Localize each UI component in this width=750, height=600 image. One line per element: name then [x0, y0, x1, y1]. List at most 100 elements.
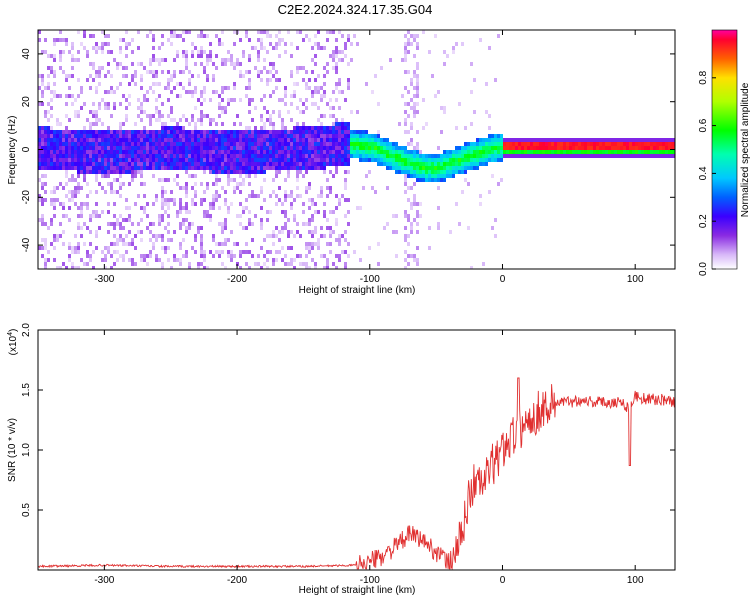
heatmap-cell	[254, 174, 257, 178]
heatmap-cell	[551, 154, 554, 158]
heatmap-cell	[407, 150, 410, 154]
heatmap-cell	[404, 238, 407, 242]
heatmap-cell	[152, 54, 155, 58]
heatmap-cell	[296, 126, 299, 130]
heatmap-cell	[284, 254, 287, 258]
heatmap-cell	[506, 154, 509, 158]
heatmap-cell	[302, 134, 305, 138]
heatmap-cell	[38, 30, 41, 34]
heatmap-cell	[308, 78, 311, 82]
heatmap-cell	[338, 238, 341, 242]
heatmap-cell	[89, 110, 92, 114]
heatmap-cell	[275, 134, 278, 138]
heatmap-cell	[644, 154, 647, 158]
heatmap-cell	[305, 266, 308, 269]
heatmap-cell	[296, 174, 299, 178]
heatmap-cell	[410, 98, 413, 102]
heatmap-cell	[44, 126, 47, 130]
heatmap-cell	[185, 30, 188, 34]
heatmap-cell	[38, 74, 41, 78]
heatmap-cell	[50, 158, 53, 162]
heatmap-cell	[437, 222, 440, 226]
heatmap-cell	[500, 134, 503, 138]
heatmap-cell	[341, 150, 344, 154]
heatmap-cell	[104, 134, 107, 138]
heatmap-cell	[521, 138, 524, 142]
heatmap-cell	[269, 62, 272, 66]
heatmap-cell	[185, 146, 188, 150]
heatmap-cell	[110, 170, 113, 174]
heatmap-cell	[140, 78, 143, 82]
heatmap-cell	[407, 166, 410, 170]
heatmap-cell	[119, 134, 122, 138]
heatmap-cell	[140, 158, 143, 162]
heatmap-cell	[98, 102, 101, 106]
heatmap-cell	[647, 150, 650, 154]
heatmap-cell	[119, 182, 122, 186]
heatmap-cell	[143, 146, 146, 150]
heatmap-cell	[185, 50, 188, 54]
heatmap-cell	[326, 30, 329, 34]
heatmap-cell	[563, 154, 566, 158]
heatmap-cell	[152, 242, 155, 246]
heatmap-cell	[350, 146, 353, 150]
heatmap-cell	[44, 162, 47, 166]
heatmap-cell	[518, 142, 521, 146]
heatmap-cell	[218, 250, 221, 254]
heatmap-cell	[179, 94, 182, 98]
heatmap-cell	[326, 142, 329, 146]
heatmap-cell	[413, 106, 416, 110]
heatmap-cell	[134, 174, 137, 178]
heatmap-cell	[404, 34, 407, 38]
heatmap-cell	[146, 90, 149, 94]
heatmap-cell	[98, 226, 101, 230]
heatmap-cell	[71, 198, 74, 202]
heatmap-cell	[413, 102, 416, 106]
heatmap-cell	[158, 118, 161, 122]
heatmap-cell	[311, 166, 314, 170]
heatmap-cell	[203, 66, 206, 70]
heatmap-cell	[305, 146, 308, 150]
heatmap-cell	[221, 98, 224, 102]
heatmap-cell	[248, 138, 251, 142]
heatmap-cell	[218, 166, 221, 170]
heatmap-cell	[119, 162, 122, 166]
heatmap-cell	[224, 150, 227, 154]
heatmap-cell	[53, 58, 56, 62]
heatmap-cell	[170, 126, 173, 130]
heatmap-cell	[365, 146, 368, 150]
heatmap-cell	[443, 158, 446, 162]
heatmap-cell	[347, 158, 350, 162]
heatmap-cell	[224, 238, 227, 242]
heatmap-cell	[158, 142, 161, 146]
heatmap-cell	[146, 138, 149, 142]
heatmap-cell	[395, 166, 398, 170]
heatmap-cell	[98, 170, 101, 174]
heatmap-cell	[353, 34, 356, 38]
heatmap-cell	[389, 166, 392, 170]
heatmap-cell	[236, 134, 239, 138]
heatmap-cell	[221, 186, 224, 190]
heatmap-cell	[50, 198, 53, 202]
heatmap-cell	[650, 146, 653, 150]
heatmap-cell	[98, 134, 101, 138]
heatmap-cell	[50, 222, 53, 226]
heatmap-cell	[413, 146, 416, 150]
heatmap-cell	[86, 54, 89, 58]
heatmap-cell	[56, 158, 59, 162]
heatmap-cell	[305, 242, 308, 246]
heatmap-cell	[53, 142, 56, 146]
heatmap-cell	[68, 206, 71, 210]
heatmap-cell	[104, 34, 107, 38]
heatmap-cell	[113, 178, 116, 182]
heatmap-cell	[248, 82, 251, 86]
heatmap-cell	[302, 166, 305, 170]
heatmap-cell	[272, 234, 275, 238]
heatmap-cell	[413, 202, 416, 206]
heatmap-cell	[332, 134, 335, 138]
heatmap-cell	[158, 178, 161, 182]
heatmap-cell	[311, 130, 314, 134]
heatmap-cell	[332, 126, 335, 130]
heatmap-cell	[242, 142, 245, 146]
